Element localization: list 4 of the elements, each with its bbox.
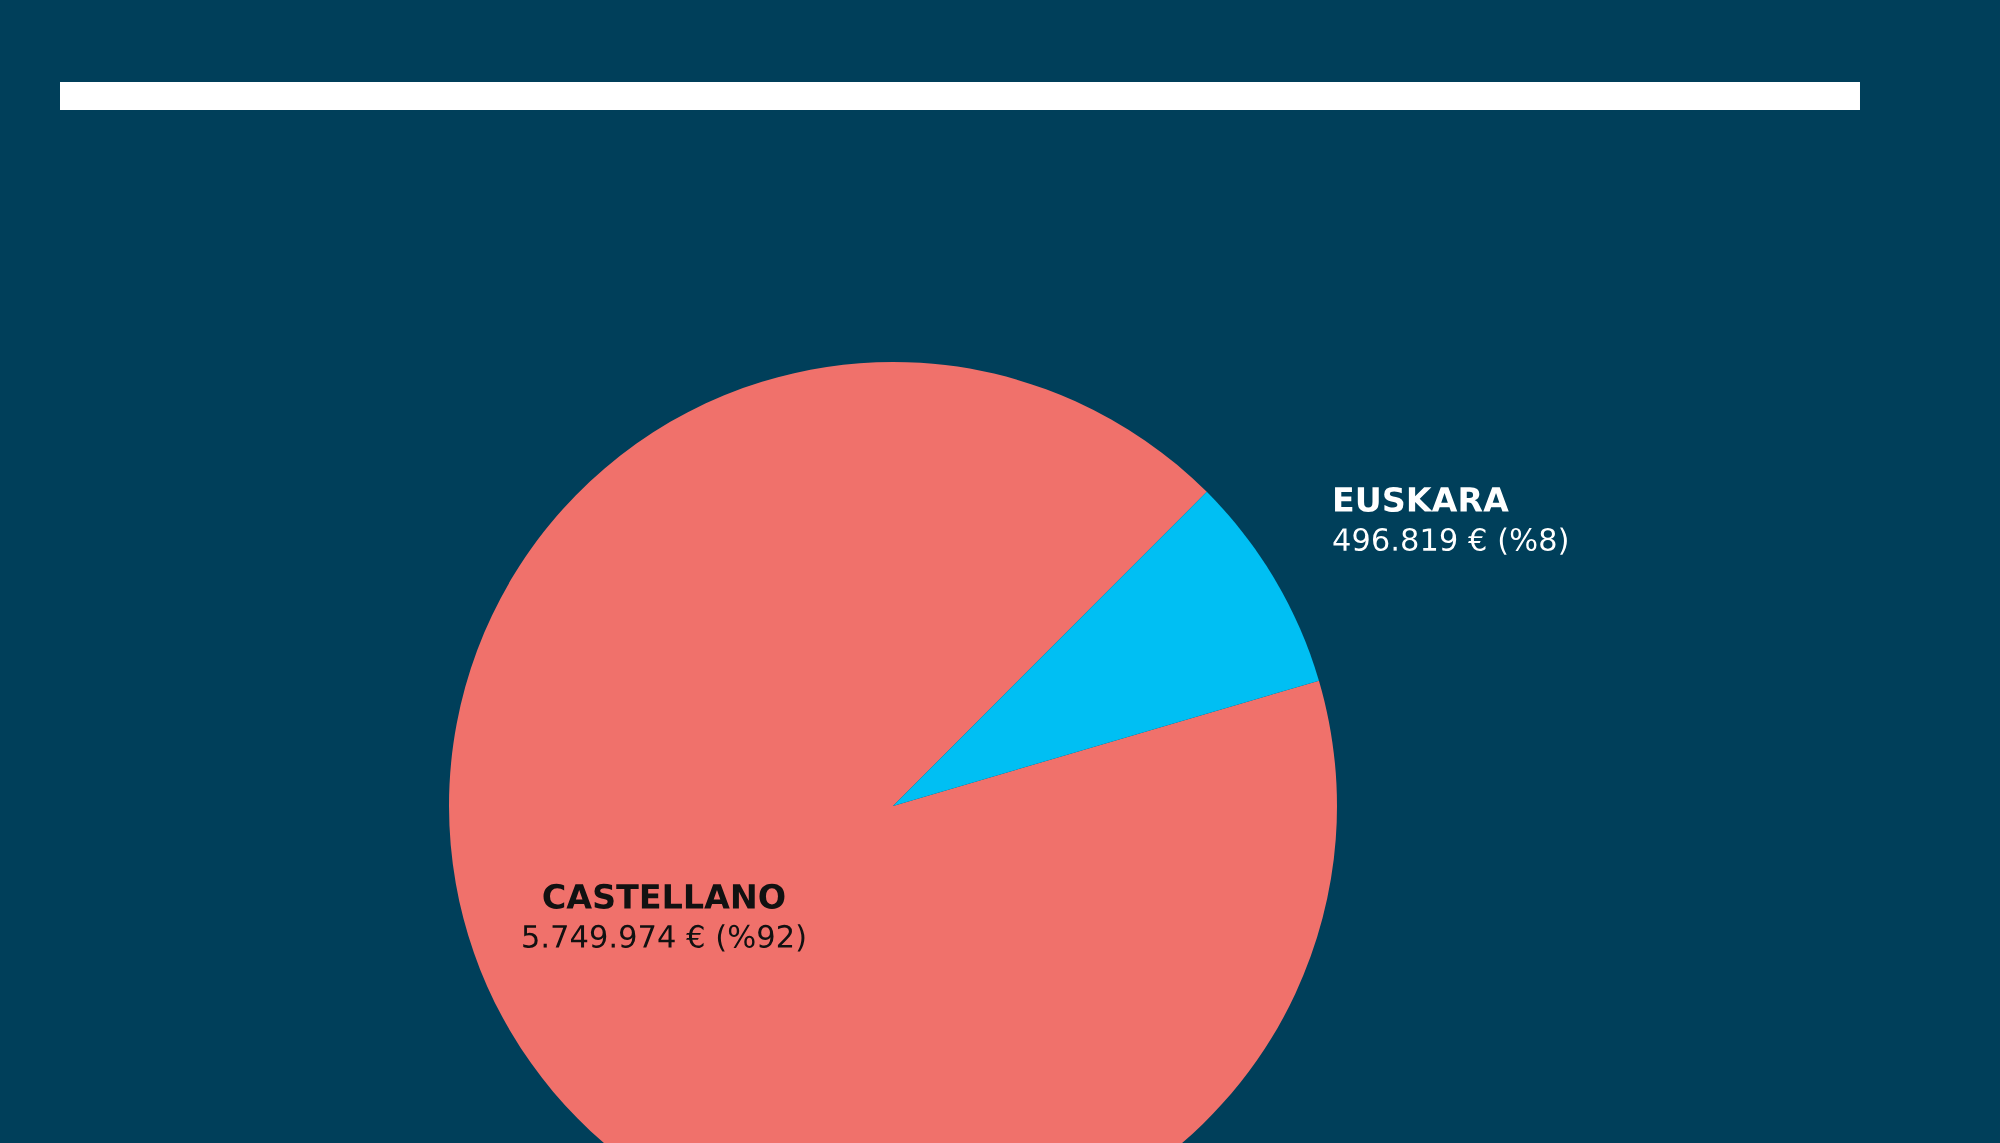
data-label: 496.819 € (%8) (1333, 527, 1567, 555)
slice-label: EUSKARA (1335, 486, 1509, 513)
data-label: 5.749.974 € (%92) (523, 924, 805, 952)
slice-label: CASTELLANO (543, 883, 785, 909)
